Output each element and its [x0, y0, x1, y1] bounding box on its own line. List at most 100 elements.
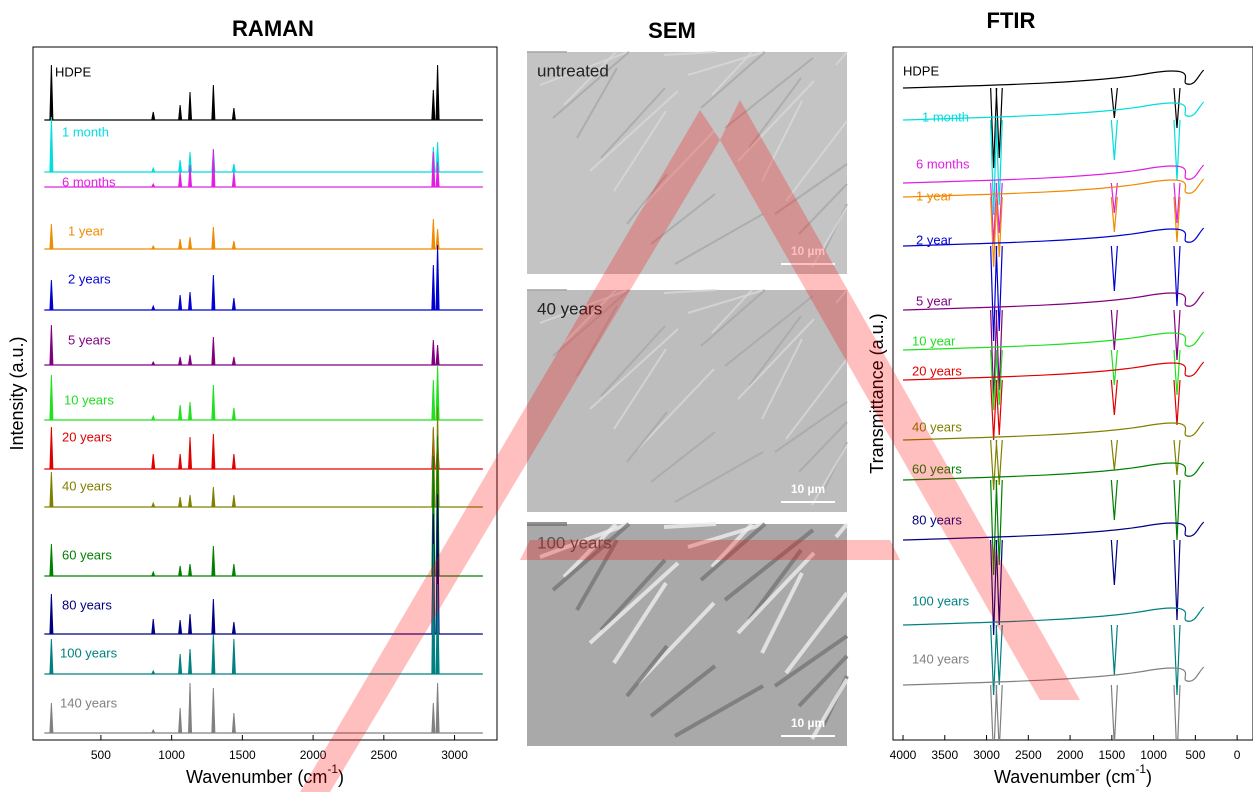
series-label: 1 month [922, 109, 969, 124]
dip [1173, 479, 1181, 541]
peak [231, 453, 236, 470]
x-axis-label: Wavenumber (cm-1) [994, 762, 1152, 787]
sem-texture [711, 289, 753, 334]
sem-texture [539, 289, 629, 324]
baseline [903, 164, 1205, 184]
sem-label: untreated [537, 61, 609, 80]
peak [211, 486, 216, 508]
y-axis-label: Intensity (a.u.) [7, 336, 27, 450]
peak [188, 291, 193, 311]
peak [188, 648, 193, 675]
dip [1173, 439, 1181, 476]
peak [231, 356, 236, 366]
series-label: 6 months [62, 174, 116, 189]
peak [151, 360, 156, 366]
peak [151, 669, 156, 675]
dip [995, 684, 1003, 740]
dip [1110, 539, 1118, 586]
x-tick-label: 4000 [890, 748, 917, 762]
dip [1110, 245, 1118, 292]
chart-title: FTIR [987, 8, 1036, 33]
peak [435, 364, 440, 421]
sem-texture [539, 522, 629, 559]
series-label: 2 years [68, 271, 111, 286]
series-label: 80 years [912, 512, 962, 527]
baseline [903, 227, 1205, 247]
x-tick-label: 1000 [1140, 748, 1167, 762]
sem-texture [711, 51, 753, 96]
peak [211, 687, 216, 734]
peak [435, 228, 440, 250]
series-label: 140 years [60, 695, 118, 710]
sem-texture [626, 173, 668, 225]
peak [49, 702, 54, 734]
peak [151, 304, 156, 311]
peak [188, 613, 193, 635]
peak [231, 638, 236, 675]
peak [211, 84, 216, 121]
x-tick-label: 2500 [370, 748, 397, 762]
series-label: 60 years [62, 547, 112, 562]
peak [231, 621, 236, 635]
dip [1173, 87, 1181, 129]
dip [990, 624, 998, 696]
x-tick-label: 2000 [300, 748, 327, 762]
sem-texture [747, 548, 803, 622]
dip [1173, 349, 1181, 396]
scale-label: 10 µm [791, 244, 825, 258]
sem-texture [811, 444, 848, 506]
series-label: 10 year [912, 333, 956, 348]
peak [178, 356, 183, 366]
x-tick-label: 3500 [931, 748, 958, 762]
sem-texture [785, 120, 848, 202]
peak [188, 91, 193, 121]
peak [435, 161, 440, 188]
sem-texture [674, 451, 764, 503]
sem-texture [784, 591, 849, 675]
x-axis-label-part: -1 [327, 762, 338, 776]
series-label: 1 year [68, 223, 105, 238]
dip [1173, 539, 1181, 621]
dip [1173, 196, 1181, 243]
peak [151, 728, 156, 734]
series-label: 1 month [62, 124, 109, 139]
series-label: 100 years [912, 593, 970, 608]
sem-texture [589, 328, 679, 410]
peak [49, 543, 54, 577]
sem-texture [612, 581, 668, 665]
dip [1110, 479, 1118, 521]
x-axis-label-part: Wavenumber (cm [994, 767, 1135, 787]
baseline [903, 361, 1205, 381]
peak [211, 274, 216, 311]
dip [990, 479, 998, 576]
sem-texture [737, 80, 815, 162]
sem-texture [674, 684, 764, 738]
dip [995, 87, 1003, 159]
series-label: 40 years [62, 478, 112, 493]
sem-texture [650, 193, 716, 245]
x-axis-label-part: Wavenumber (cm [186, 767, 327, 787]
peak [151, 414, 156, 421]
sem-texture [576, 67, 618, 139]
baseline [903, 101, 1205, 121]
peak [49, 638, 54, 675]
sem-texture [613, 110, 667, 192]
series-label: 140 years [912, 651, 970, 666]
peak [431, 379, 436, 421]
peak [231, 712, 236, 734]
dip [990, 119, 998, 216]
chart-title: RAMAN [232, 16, 314, 41]
watermark [300, 100, 1080, 792]
series-label: 5 years [68, 332, 111, 347]
x-tick-label: 500 [1185, 748, 1205, 762]
baseline [903, 421, 1205, 441]
baseline [903, 291, 1205, 311]
sem-texture [687, 522, 765, 549]
dip [1110, 309, 1118, 351]
peak [431, 264, 436, 311]
series-label: 5 year [916, 293, 953, 308]
dip [1110, 196, 1118, 233]
x-tick-label: 2500 [1015, 748, 1042, 762]
sem-texture [773, 634, 849, 688]
peak [431, 702, 436, 734]
